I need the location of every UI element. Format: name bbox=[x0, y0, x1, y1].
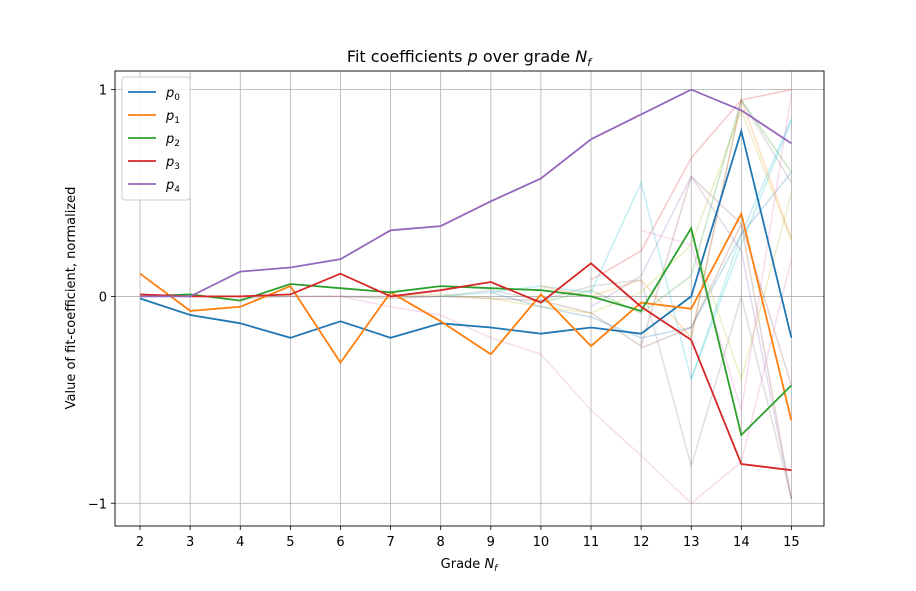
series-line-p0 bbox=[139, 127, 793, 339]
legend-label-p0: p0 bbox=[165, 86, 180, 103]
x-tick-label: 3 bbox=[186, 535, 194, 550]
series-line-p2 bbox=[140, 225, 793, 437]
background-series-line bbox=[640, 93, 793, 411]
x-tick-label: 14 bbox=[733, 535, 750, 550]
plot-frame bbox=[114, 70, 825, 527]
background-series-line bbox=[690, 120, 793, 380]
background-series-line bbox=[540, 98, 793, 314]
grid-lines bbox=[115, 71, 824, 526]
background-series-line bbox=[690, 97, 793, 338]
series-line-p3 bbox=[140, 262, 792, 472]
y-tick-label: −1 bbox=[88, 497, 107, 512]
background-series-line bbox=[640, 221, 793, 386]
y-tick-label: 0 bbox=[99, 290, 107, 305]
x-axis-label: Grade Nf bbox=[441, 557, 500, 574]
legend-label-p3: p3 bbox=[165, 155, 180, 172]
y-axis-ticks: −1 0 1 bbox=[88, 84, 115, 512]
x-tick-label: 4 bbox=[236, 535, 244, 550]
x-tick-label: 9 bbox=[487, 535, 495, 550]
background-series-line bbox=[490, 171, 792, 339]
background-series-line bbox=[590, 88, 792, 281]
x-tick-label: 11 bbox=[583, 535, 600, 550]
legend: p0 p1 p2 p3 p4 bbox=[121, 76, 191, 201]
x-tick-label: 6 bbox=[336, 535, 344, 550]
series-line-p1 bbox=[139, 211, 793, 421]
x-tick-label: 15 bbox=[783, 535, 800, 550]
x-tick-label: 12 bbox=[633, 535, 650, 550]
legend-label-p2: p2 bbox=[165, 132, 180, 149]
x-tick-label: 8 bbox=[437, 535, 445, 550]
x-axis-ticks: 2 3 4 5 6 7 8 9 10 11 12 13 14 15 bbox=[136, 526, 800, 550]
x-tick-label: 13 bbox=[683, 535, 700, 550]
y-axis-label: Value of fit-coefficient, normalized bbox=[64, 187, 79, 410]
background-series-line bbox=[690, 192, 793, 382]
background-series-line bbox=[390, 108, 793, 314]
legend-label-p1: p1 bbox=[165, 109, 180, 126]
background-series-line bbox=[440, 118, 793, 382]
x-tick-label: 2 bbox=[136, 535, 144, 550]
x-tick-label: 5 bbox=[286, 535, 294, 550]
x-tick-label: 10 bbox=[533, 535, 550, 550]
series-lines bbox=[139, 88, 793, 472]
background-series-lines bbox=[240, 88, 793, 505]
x-tick-label: 7 bbox=[386, 535, 394, 550]
background-series-line bbox=[590, 175, 793, 500]
chart-title: Fit coefficients p over grade Nf bbox=[347, 47, 593, 69]
background-series-line bbox=[240, 175, 793, 500]
legend-label-p4: p4 bbox=[165, 178, 180, 195]
background-series-line bbox=[290, 259, 793, 505]
y-tick-label: 1 bbox=[99, 84, 107, 99]
series-line-p4 bbox=[140, 88, 792, 298]
background-series-line bbox=[340, 279, 793, 500]
